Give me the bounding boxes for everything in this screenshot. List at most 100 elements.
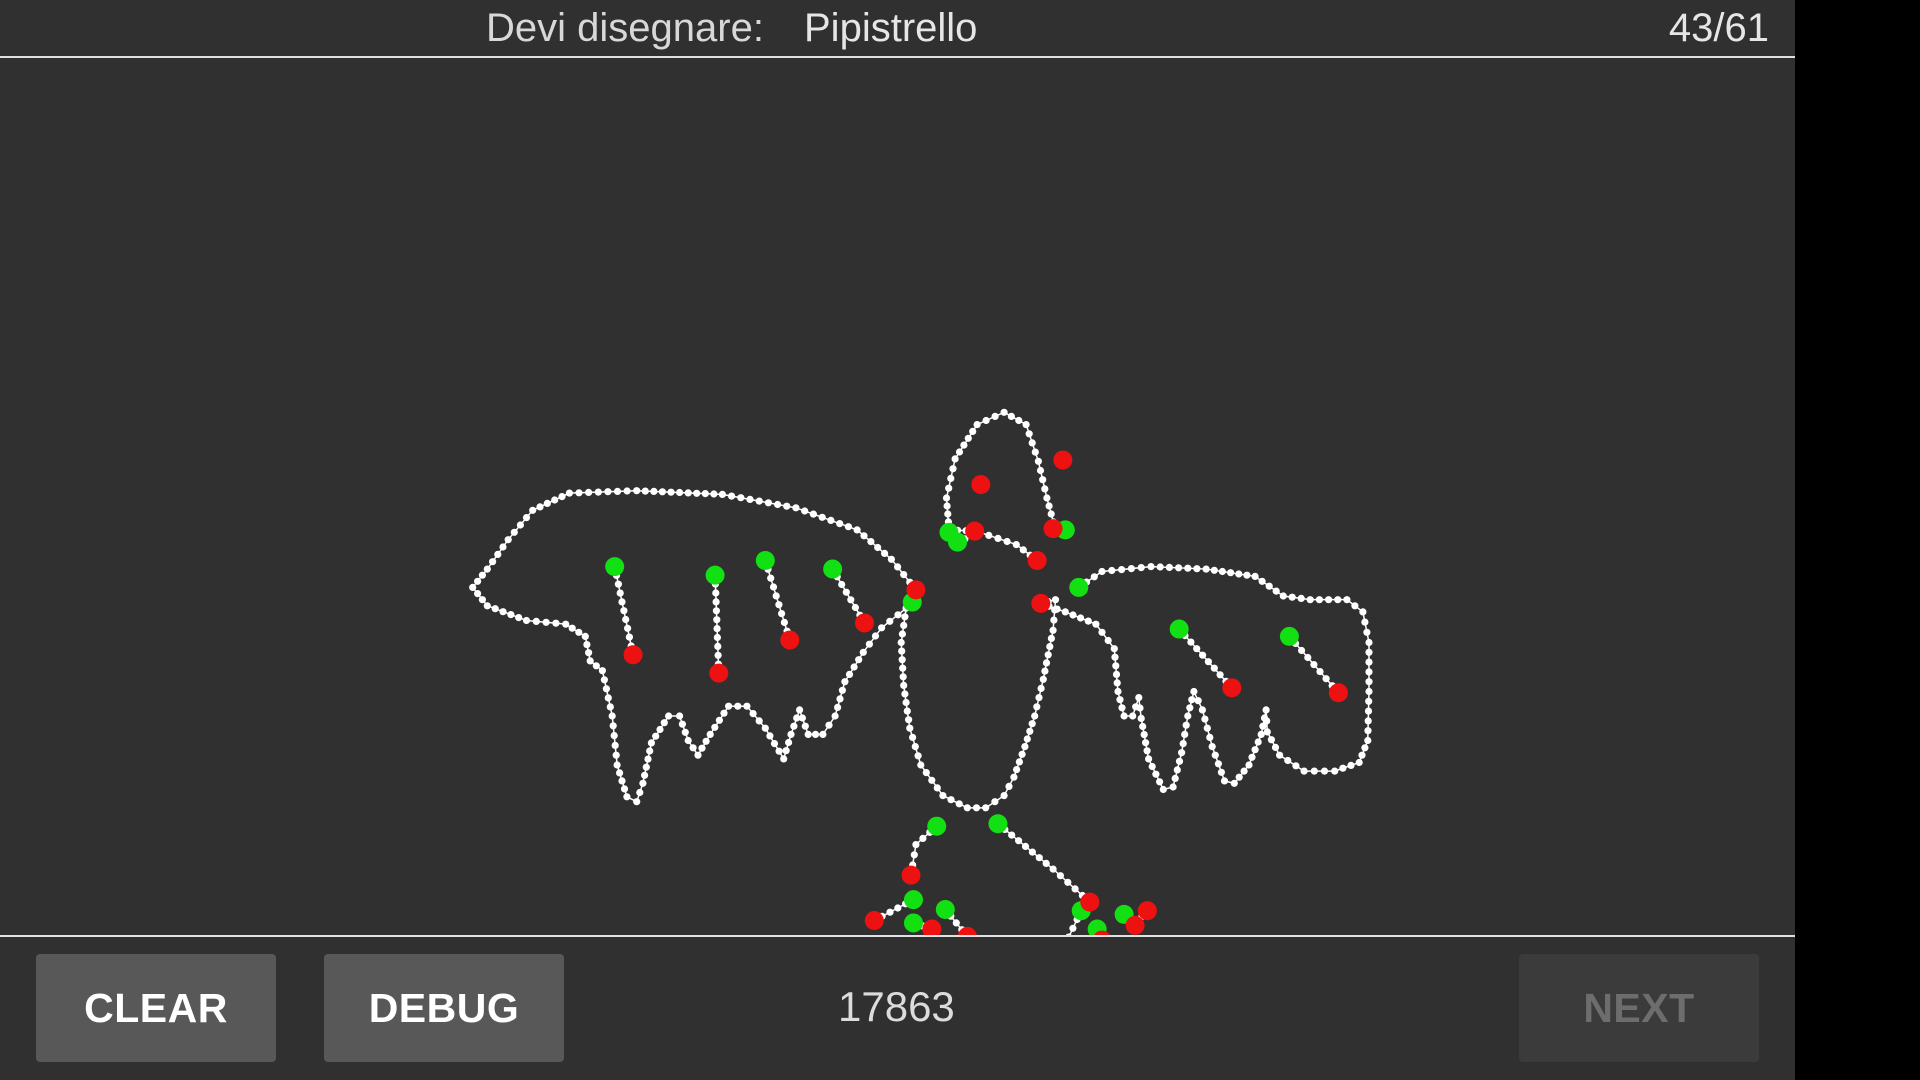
stroke-dot [1245,761,1253,769]
stroke-end-marker [623,645,643,665]
stroke-dot [1116,696,1124,704]
stroke-dot [933,784,941,792]
stroke-end-marker [709,663,729,683]
drawing-canvas[interactable] [0,58,1795,935]
stroke-dot [838,686,847,694]
debug-button[interactable]: DEBUG [324,954,564,1062]
stroke-line [764,560,791,641]
stroke-line [1178,628,1233,689]
stroke-dot [1042,859,1050,868]
stroke-dot [955,800,963,808]
stroke-start-marker [823,559,843,579]
stroke-dot [1243,571,1251,579]
stroke-dot [1259,722,1267,730]
stroke-dot [1257,730,1265,739]
clear-button[interactable]: CLEAR [36,954,276,1062]
stroke-dot [1021,743,1029,751]
stroke-dot [474,590,482,598]
stroke-dot [871,632,880,640]
stroke-dot [1310,661,1318,669]
stroke-dot [774,500,782,509]
stroke-dot [516,521,525,529]
stroke-dot [1355,758,1363,767]
stroke-dot [1240,767,1248,775]
stroke-start-marker [705,565,725,585]
stroke-dot [1145,755,1153,763]
stroke-dot [642,763,650,771]
stroke-end-marker [1031,593,1051,613]
stroke-dot [592,662,600,670]
stroke-dot [483,602,491,610]
stroke-dot [955,448,964,456]
stroke-dot [922,769,930,777]
stroke-dot [1179,740,1187,748]
stroke-dot [914,752,922,760]
stroke-dot [681,728,689,736]
stroke-dot [1198,706,1206,714]
stroke-dot [1051,596,1060,604]
stroke-dot [684,736,692,745]
stroke-dot [790,722,798,730]
stroke-dot [793,714,801,722]
stroke-dot [728,492,736,500]
prompt-word: Pipistrello [804,6,978,50]
stroke-dot [609,722,617,730]
stroke-dot [1216,671,1224,679]
prompt-label: Devi disegnare: [486,6,764,50]
stroke-dot [1365,638,1373,647]
stroke-dot [901,690,909,698]
stroke-end-marker [1043,519,1063,539]
stroke-dot [1042,659,1051,667]
stroke-dot [624,624,632,632]
stroke-dot [947,474,955,482]
stroke-dot [616,589,624,597]
header: Devi disegnare: Pipistrello 43/61 [0,0,1795,57]
stroke-dot [1186,704,1194,712]
stroke-dot [1031,448,1039,456]
stroke-dot [1306,596,1314,604]
stroke-dot [855,656,863,664]
stroke-dot [625,633,634,641]
stroke-dot [951,455,959,463]
next-button[interactable]: NEXT [1519,954,1759,1062]
stroke-dot [604,488,612,496]
stroke-dot [746,495,754,503]
stroke-dot [1050,616,1058,624]
stroke-dot [1199,651,1207,659]
stroke-dot [919,834,927,843]
stroke-dot [1251,572,1259,580]
stroke-dot [1347,761,1355,770]
stroke-dot [737,494,745,502]
stroke-dot [1064,878,1072,886]
stroke-dot [838,580,846,589]
stroke-dot [665,712,673,720]
stroke-dot [1056,872,1064,880]
stroke-dot [1175,757,1184,765]
stroke-dot [1258,577,1266,585]
stroke-dot [749,710,757,718]
stroke-dot [1000,792,1008,800]
stroke-dot [899,673,907,681]
stroke-dot [1065,933,1072,935]
stroke-dot [1026,727,1034,735]
stroke-dot [1175,564,1183,572]
stroke-dot [901,613,909,621]
stroke-dot [1143,747,1151,755]
stroke-dot [720,709,728,717]
stroke-dot [620,607,628,615]
stroke-dot [1214,760,1222,768]
stroke-dot [809,510,818,518]
stroke-dot [1262,706,1270,714]
stroke-dot [860,532,868,540]
stroke-dot [1069,611,1077,619]
stroke-dot [1365,648,1373,656]
stroke-dot [1298,646,1306,655]
stroke-dot [874,543,882,552]
stroke-dot [1028,720,1036,728]
stroke-dot [1092,620,1100,628]
stroke-dot [1260,714,1269,722]
stroke-dot [1171,774,1179,783]
stroke-dot [1013,766,1021,774]
stroke-dot [994,534,1002,542]
stroke-dot [836,695,844,703]
